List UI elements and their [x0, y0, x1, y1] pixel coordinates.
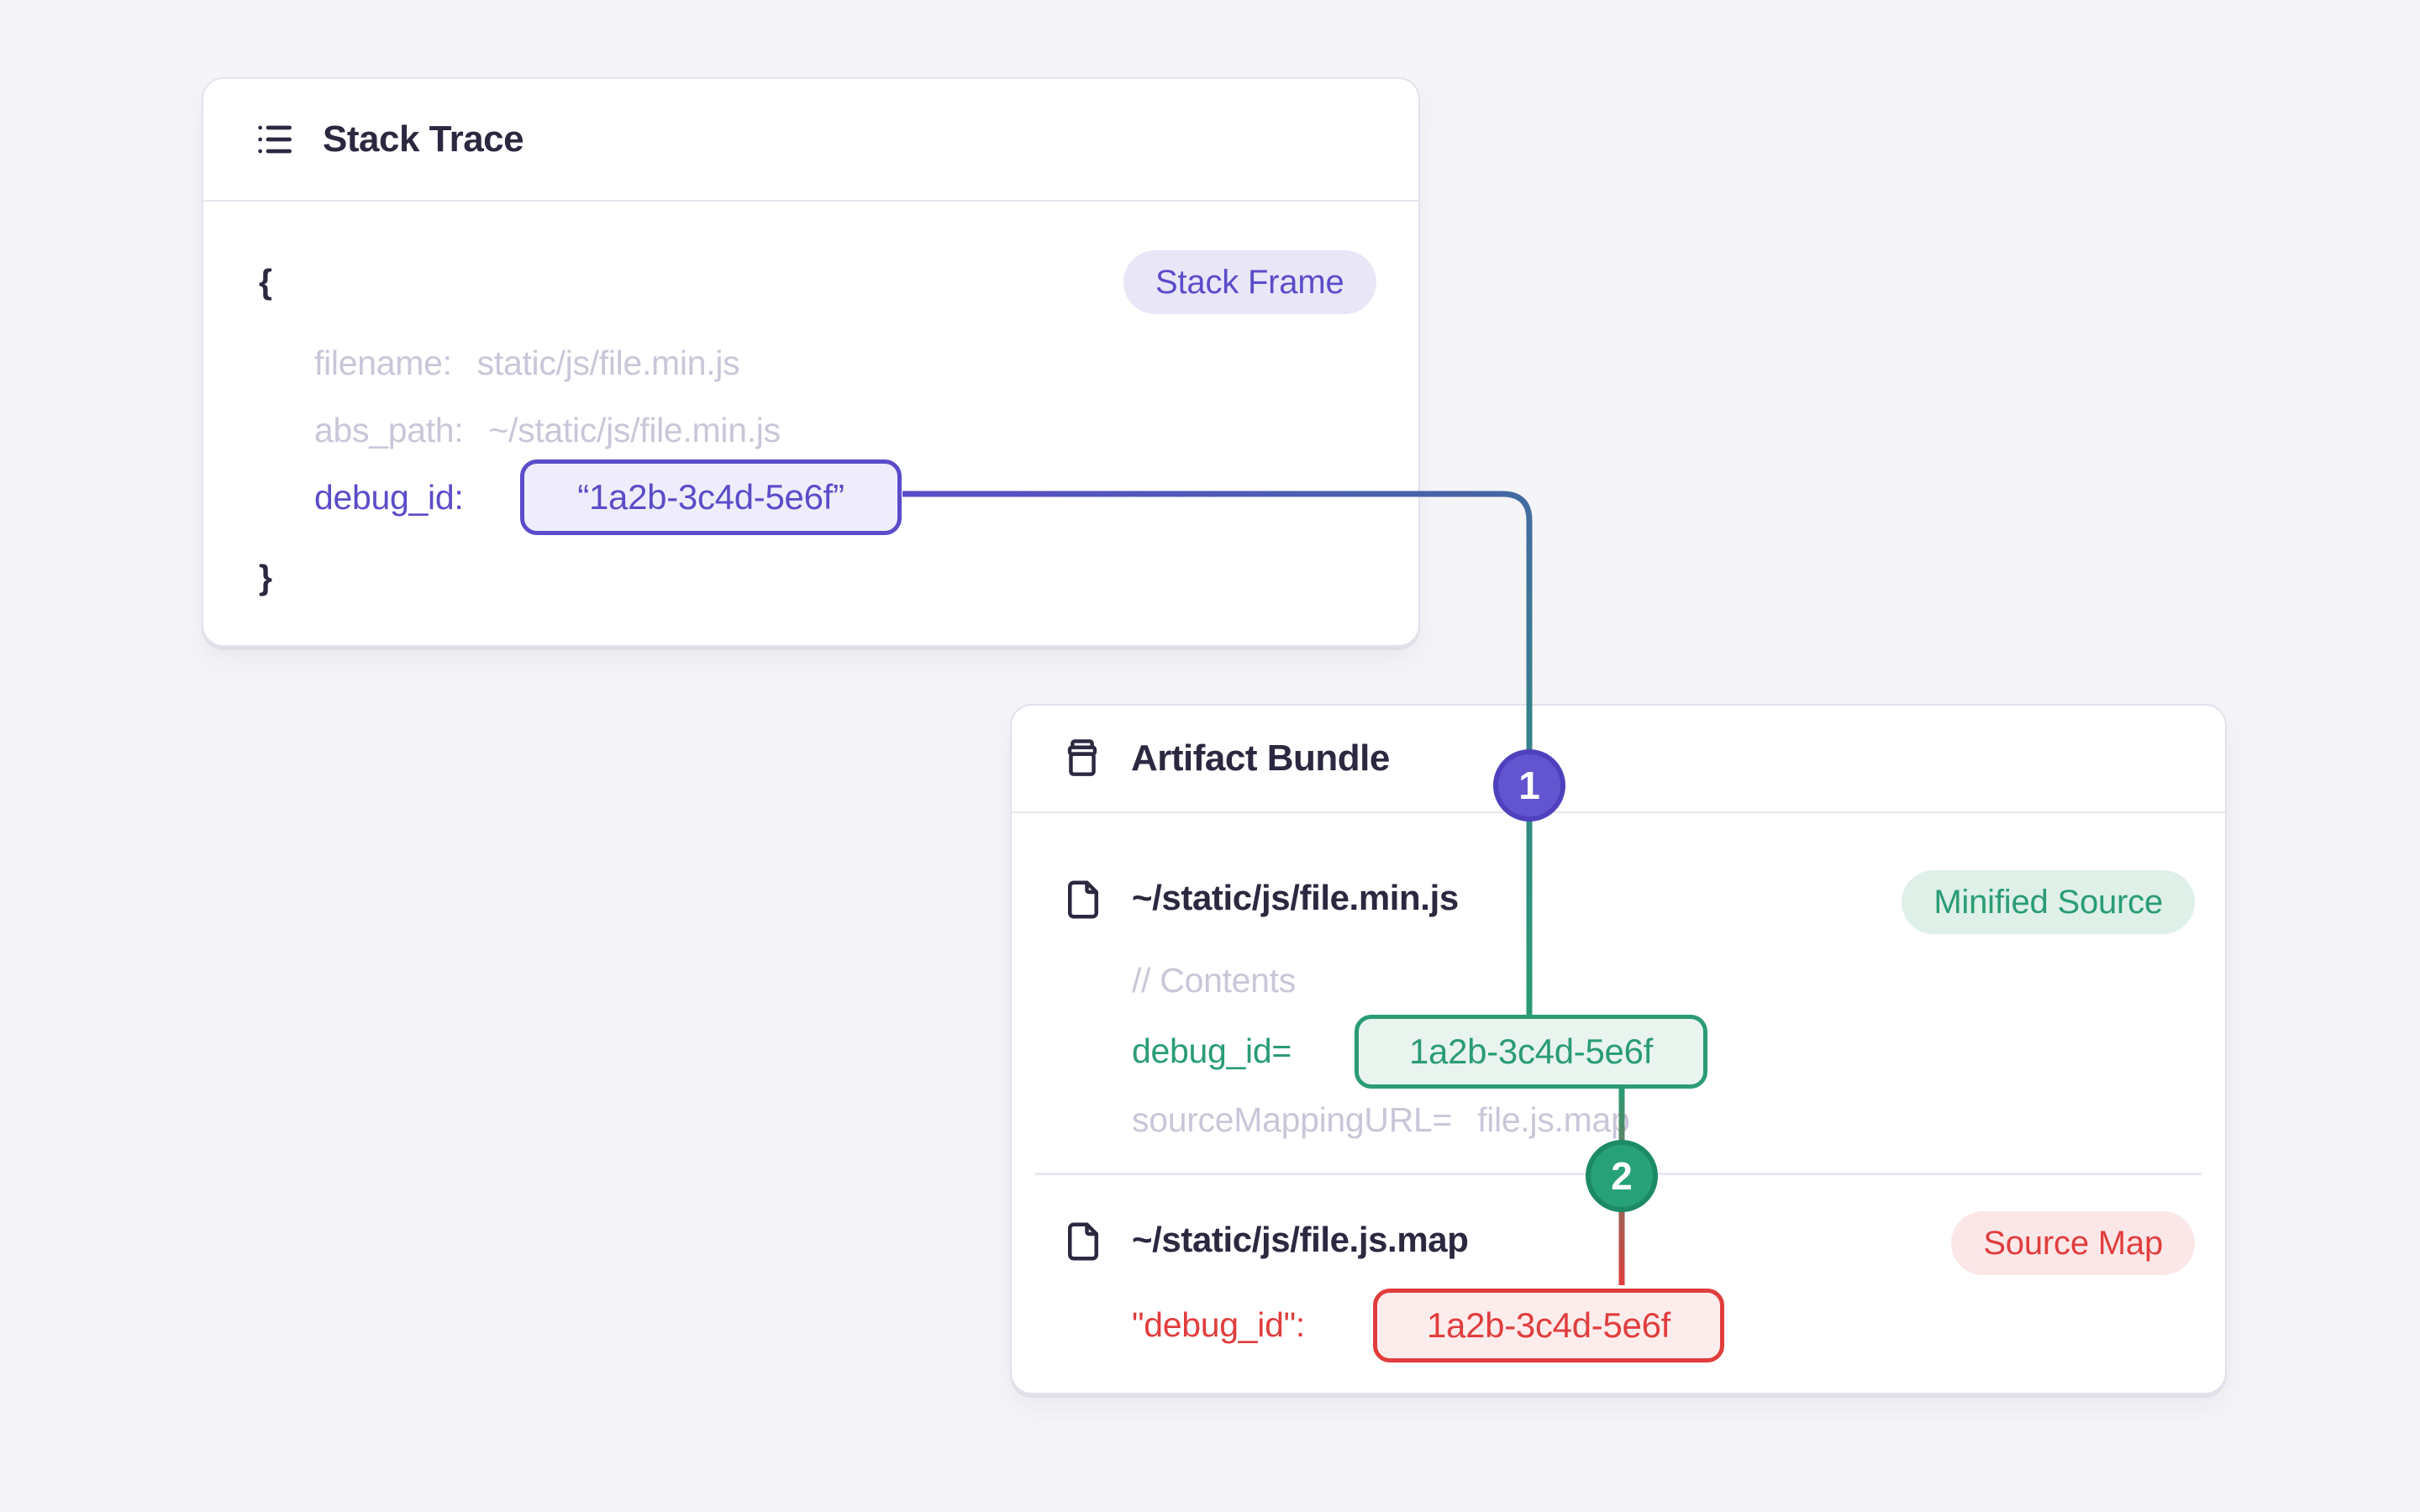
list-icon: [250, 116, 297, 163]
artifact-bundle-header: Artifact Bundle: [1012, 706, 2225, 813]
filename-value: static/js/file.min.js: [476, 344, 740, 382]
artifact-bundle-card: Artifact Bundle ~/static/js/file.min.js …: [1010, 704, 2227, 1394]
minified-source-badge: Minified Source: [1902, 870, 2195, 934]
source-map-badge: Source Map: [1951, 1211, 2195, 1275]
code-brace-close: }: [259, 558, 272, 596]
source-mapping-value: file.js.map: [1477, 1100, 1630, 1139]
contents-comment: // Contents: [1132, 961, 1296, 1000]
abs-path-key: abs_path:: [314, 411, 464, 449]
code-brace-open: {: [259, 262, 272, 301]
filename-row: filename: static/js/file.min.js: [314, 342, 740, 384]
minified-file-path: ~/static/js/file.min.js: [1132, 878, 1459, 917]
source-mapping-key: sourceMappingURL=: [1132, 1100, 1453, 1139]
stack-trace-header: Stack Trace: [203, 79, 1418, 202]
stack-trace-title: Stack Trace: [323, 118, 524, 160]
abs-path-row: abs_path: ~/static/js/file.min.js: [314, 409, 781, 451]
file-icon: [1060, 877, 1106, 922]
debug-id-key: debug_id:: [314, 478, 464, 517]
artifact-bundle-title: Artifact Bundle: [1131, 738, 1390, 779]
archive-box-icon: [1059, 735, 1106, 782]
source-mapping-row: sourceMappingURL= file.js.map: [1132, 1099, 1630, 1141]
bundle-debug-id-key: debug_id=: [1132, 1032, 1292, 1070]
stack-frame-badge: Stack Frame: [1123, 250, 1376, 314]
sourcemap-file-path: ~/static/js/file.js.map: [1132, 1220, 1469, 1259]
debug-id-value-box: “1a2b-3c4d-5e6f”: [520, 459, 902, 535]
sourcemap-debug-id-value-box: 1a2b-3c4d-5e6f: [1373, 1289, 1724, 1362]
file-icon: [1060, 1219, 1106, 1264]
stack-trace-card: Stack Trace Stack Frame { filename: stat…: [202, 77, 1420, 647]
sourcemap-debug-id-key: "debug_id":: [1132, 1305, 1305, 1344]
row-divider: [1035, 1173, 2202, 1175]
filename-key: filename:: [314, 344, 452, 382]
abs-path-value: ~/static/js/file.min.js: [488, 411, 781, 449]
bundle-debug-id-value-box: 1a2b-3c4d-5e6f: [1355, 1015, 1707, 1089]
